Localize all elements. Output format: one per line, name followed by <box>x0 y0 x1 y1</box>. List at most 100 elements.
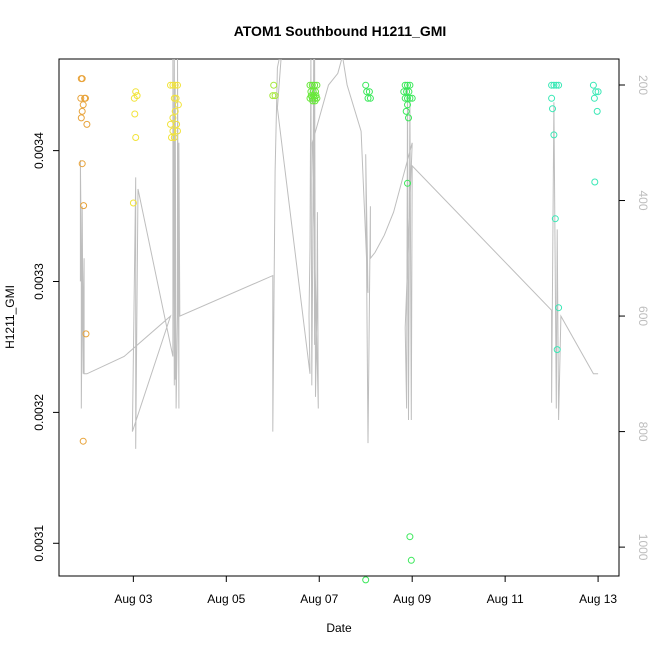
data-point <box>589 81 597 89</box>
data-point <box>549 105 556 113</box>
data-point <box>405 88 413 96</box>
x-tick-label: Aug 05 <box>207 592 245 606</box>
y-tick-label: 0.0033 <box>32 263 46 300</box>
data-point <box>82 330 90 338</box>
data-point <box>593 107 601 115</box>
data-point <box>401 81 409 89</box>
chart-title: ATOM1 Southbound H1211_GMI <box>234 23 447 39</box>
altitude-track-line <box>79 59 599 449</box>
data-point <box>366 94 374 102</box>
data-point <box>79 437 87 445</box>
data-point <box>78 107 86 115</box>
data-point <box>80 202 88 210</box>
data-point <box>594 88 602 96</box>
data-point <box>364 94 372 102</box>
data-point <box>400 88 408 96</box>
y-axis-right: 200 400 600 800 1000 <box>619 75 650 561</box>
x-tick-label: Aug 11 <box>487 592 524 606</box>
y2-tick-label: 200 <box>636 75 650 95</box>
data-point <box>407 556 415 564</box>
data-point <box>169 81 177 89</box>
y-axis-label: H1211_GMI <box>3 285 17 349</box>
data-point <box>362 81 370 89</box>
data-point <box>404 101 411 109</box>
data-point <box>77 94 85 102</box>
data-point <box>79 101 87 109</box>
altitude-track-layer <box>79 59 599 449</box>
data-point <box>308 81 316 89</box>
data-point <box>170 134 178 141</box>
data-point <box>269 92 277 100</box>
data-point <box>169 127 177 135</box>
data-point <box>169 114 177 122</box>
data-point <box>550 131 558 139</box>
data-point <box>555 81 563 89</box>
data-point <box>406 533 414 541</box>
x-axis: Aug 03 Aug 05 Aug 07 Aug 09 Aug 11 Aug 13 <box>114 576 617 606</box>
data-point <box>77 114 85 122</box>
y-axis-left: 0.0031 0.0032 0.0033 0.0034 <box>32 132 59 562</box>
data-point <box>129 199 137 207</box>
data-point <box>271 92 279 100</box>
data-point <box>404 81 411 89</box>
data-point <box>405 114 412 122</box>
data-point <box>171 107 179 115</box>
data-point <box>553 346 561 354</box>
x-tick-label: Aug 03 <box>114 592 152 606</box>
data-point <box>552 81 560 89</box>
data-point <box>590 94 598 102</box>
y2-tick-label: 1000 <box>636 534 650 561</box>
y-tick-label: 0.0032 <box>32 394 46 431</box>
data-point <box>551 215 559 223</box>
data-point <box>83 120 91 128</box>
data-point <box>591 178 599 186</box>
data-point <box>548 94 556 102</box>
data-point <box>174 81 181 89</box>
data-point <box>168 134 175 141</box>
data-point <box>408 94 416 102</box>
data-point <box>132 134 140 141</box>
data-point <box>404 179 411 187</box>
x-axis-label: Date <box>326 621 352 635</box>
y-tick-label: 0.0031 <box>32 525 46 562</box>
data-point <box>306 81 314 89</box>
data-point <box>78 160 86 168</box>
y2-tick-label: 600 <box>636 306 650 326</box>
data-point <box>311 97 319 105</box>
data-point <box>132 88 140 96</box>
data-point <box>362 576 370 584</box>
data-point <box>130 94 138 102</box>
data-point <box>174 101 182 109</box>
data-point <box>555 304 563 312</box>
data-point <box>82 94 89 102</box>
data-points-layer <box>77 75 602 584</box>
y2-tick-label: 400 <box>636 191 650 211</box>
data-point <box>309 97 317 105</box>
data-point <box>313 81 321 89</box>
data-point <box>550 81 558 89</box>
x-tick-label: Aug 09 <box>393 592 431 606</box>
data-point <box>174 127 181 135</box>
x-tick-label: Aug 07 <box>300 592 338 606</box>
data-point <box>173 120 181 128</box>
data-point <box>312 92 320 100</box>
y-tick-label: 0.0034 <box>32 132 46 169</box>
data-point <box>365 88 373 96</box>
data-point <box>311 81 319 89</box>
data-point <box>312 88 319 96</box>
data-point <box>406 81 414 89</box>
data-point <box>171 81 179 89</box>
data-point <box>592 88 600 96</box>
data-point <box>167 81 174 89</box>
plot-frame <box>58 58 620 577</box>
data-point <box>548 81 556 89</box>
data-point <box>401 94 409 102</box>
data-point <box>402 107 410 115</box>
y2-tick-label: 800 <box>636 422 650 442</box>
data-point <box>403 88 411 96</box>
data-point <box>131 110 139 118</box>
data-point <box>363 88 371 96</box>
x-tick-label: Aug 13 <box>579 592 617 606</box>
data-point <box>270 81 278 89</box>
